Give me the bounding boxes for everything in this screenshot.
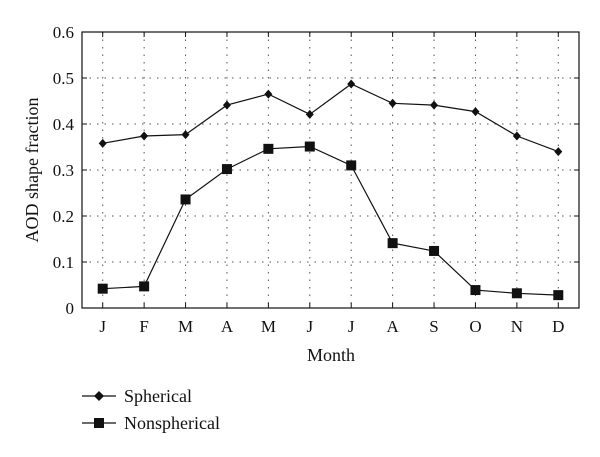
data-point-spherical <box>181 130 190 140</box>
data-point-nonspherical <box>387 238 398 249</box>
x-axis-label: Month <box>307 345 355 365</box>
data-point-nonspherical <box>470 285 481 296</box>
legend-item-spherical: Spherical <box>82 386 192 406</box>
x-tick-label: M <box>261 317 276 336</box>
y-tick-label: 0.4 <box>53 115 75 134</box>
data-point-nonspherical <box>221 164 232 175</box>
x-tick-label: J <box>306 317 313 336</box>
x-tick-label: A <box>221 317 234 336</box>
legend-marker-spherical <box>94 391 104 401</box>
y-tick-label: 0 <box>66 299 75 318</box>
series-spherical <box>98 79 563 157</box>
y-tick-label: 0.5 <box>53 69 74 88</box>
x-tick-label: F <box>139 317 148 336</box>
y-tick-label: 0.3 <box>53 161 74 180</box>
data-point-nonspherical <box>139 281 150 292</box>
series-nonspherical <box>97 141 564 301</box>
x-tick-label: J <box>348 317 355 336</box>
data-point-spherical <box>222 100 231 110</box>
data-point-nonspherical <box>346 160 357 171</box>
data-point-nonspherical <box>180 194 191 205</box>
x-tick-label: M <box>178 317 193 336</box>
y-tick-label: 0.1 <box>53 253 74 272</box>
data-point-nonspherical <box>553 290 564 301</box>
grid-lines <box>82 32 579 308</box>
data-point-spherical <box>430 100 439 110</box>
x-tick-label: S <box>429 317 438 336</box>
legend-item-nonspherical: Nonspherical <box>82 413 220 433</box>
legend-label-nonspherical: Nonspherical <box>124 413 220 433</box>
data-point-spherical <box>471 107 480 117</box>
y-axis-label: AOD shape fraction <box>22 98 42 243</box>
data-point-spherical <box>305 109 314 119</box>
data-point-spherical <box>98 138 107 148</box>
legend-label-spherical: Spherical <box>124 386 192 406</box>
legend: Spherical Nonspherical <box>82 386 220 433</box>
x-tick-label: N <box>511 317 523 336</box>
data-point-nonspherical <box>511 288 522 299</box>
y-tick-label: 0.2 <box>53 207 74 226</box>
data-point-spherical <box>388 98 397 108</box>
data-point-spherical <box>347 79 356 89</box>
y-tick-labels: 0 0.1 0.2 0.3 0.4 0.5 0.6 <box>53 23 75 318</box>
data-point-spherical <box>140 131 149 141</box>
data-point-nonspherical <box>97 283 108 294</box>
series-line-spherical <box>102 83 559 153</box>
data-point-nonspherical <box>304 141 315 152</box>
data-point-nonspherical <box>429 245 440 256</box>
x-tick-label: J <box>99 317 106 336</box>
data-point-spherical <box>554 147 563 157</box>
data-point-spherical <box>512 131 521 141</box>
x-tick-label: O <box>469 317 481 336</box>
legend-marker-nonspherical <box>94 418 104 428</box>
series-line-nonspherical <box>102 145 559 296</box>
data-point-nonspherical <box>263 143 274 154</box>
series-layer <box>97 79 564 301</box>
y-tick-label: 0.6 <box>53 23 74 42</box>
x-tick-label: A <box>386 317 399 336</box>
axis-ticks <box>82 31 579 309</box>
data-point-spherical <box>264 89 273 99</box>
x-tick-label: D <box>552 317 564 336</box>
